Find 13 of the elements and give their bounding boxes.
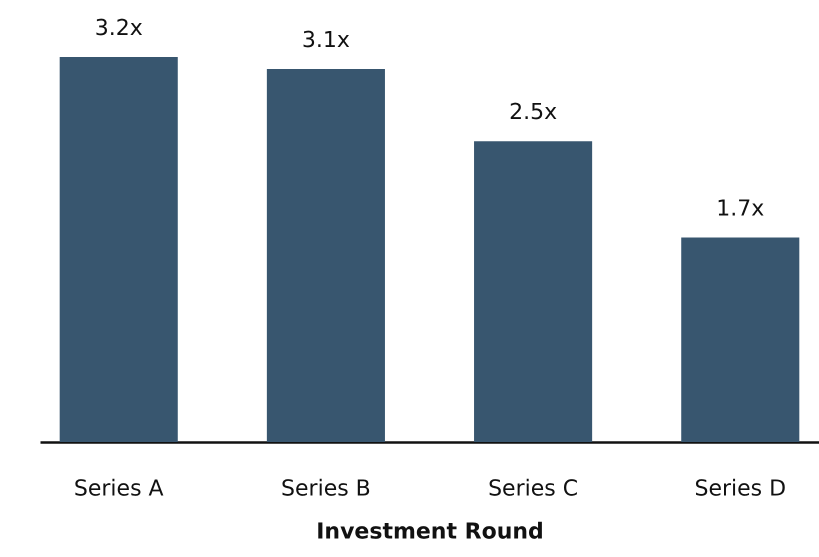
bar (60, 57, 178, 442)
data-label: 3.1x (302, 28, 350, 54)
data-label: 1.7x (716, 196, 764, 222)
bar (266, 69, 385, 442)
x-tick-label: Series B (281, 476, 371, 502)
data-label: 2.5x (509, 100, 558, 126)
x-tick-label: Series C (488, 476, 578, 502)
x-tick-label: Series D (694, 476, 786, 502)
bar (681, 237, 800, 442)
x-tick-label: Series A (74, 476, 164, 502)
data-label: 3.2x (94, 16, 143, 41)
x-axis-title: Investment Round (316, 520, 544, 544)
bar (474, 141, 592, 442)
